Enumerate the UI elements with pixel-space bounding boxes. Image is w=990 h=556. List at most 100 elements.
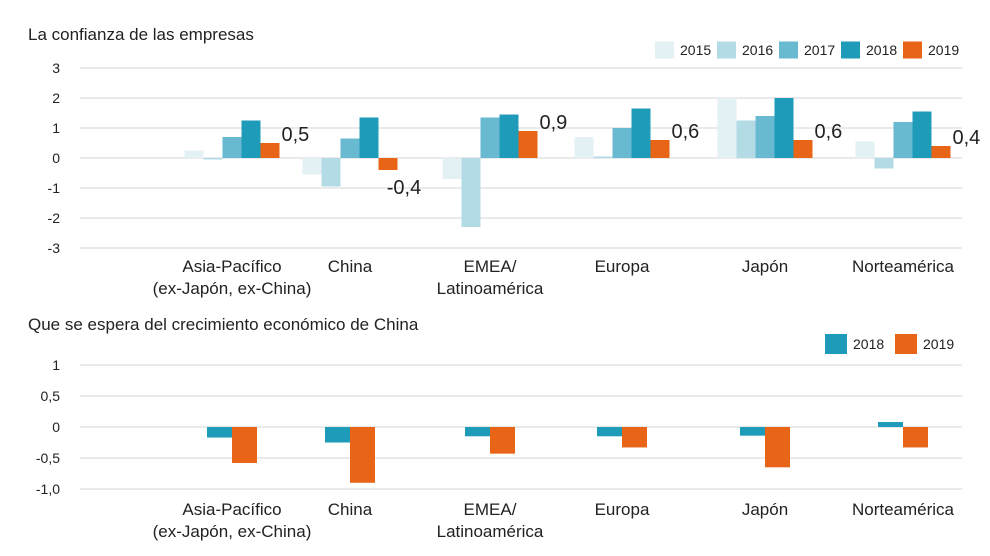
category-label: EMEA/ [464, 257, 517, 276]
chart-title: La confianza de las empresas [28, 25, 254, 44]
bars [207, 422, 928, 483]
bar-2018 [631, 108, 651, 158]
legend-swatch-2015 [655, 41, 674, 59]
category-label: China [328, 257, 373, 276]
bar-2019 [518, 131, 538, 158]
bar-2016 [203, 158, 223, 160]
bar-2019 [903, 427, 928, 448]
legend-label: 2019 [923, 336, 954, 352]
bar-2019 [232, 427, 257, 463]
category-label: EMEA/ [464, 500, 517, 519]
x-axis-categories: Asia-Pacífico (ex-Japón, ex-China) China EM… [153, 500, 955, 541]
category-label: Norteamérica [852, 500, 955, 519]
category-label: Latinoamérica [437, 522, 544, 541]
category-label: China [328, 500, 373, 519]
data-label: 0,5 [282, 124, 310, 146]
bar-2017 [893, 122, 913, 158]
y-tick-label: -1,0 [36, 481, 60, 497]
gridlines [80, 364, 962, 490]
legend-swatch-2019 [903, 41, 922, 59]
bar-2015 [302, 158, 322, 175]
bar-2018 [325, 427, 350, 443]
legend-label: 2019 [928, 42, 959, 58]
y-tick-label: -0,5 [36, 450, 60, 466]
y-tick-label: 2 [52, 90, 60, 106]
data-label: 0,9 [540, 112, 568, 134]
bar-2017 [755, 116, 775, 158]
bar-2018 [207, 427, 232, 438]
bar-2019 [793, 140, 813, 158]
y-tick-label: -2 [48, 210, 61, 226]
category-label: Japón [742, 257, 788, 276]
category-label: Asia-Pacífico [182, 500, 281, 519]
bar-2017 [612, 128, 632, 158]
category-label: (ex-Japón, ex-China) [153, 522, 312, 541]
bar-2018 [878, 422, 903, 427]
data-label: 0,6 [815, 121, 843, 143]
legend-label: 2018 [866, 42, 897, 58]
x-axis-categories: Asia-Pacífico (ex-Japón, ex-China) China EM… [153, 257, 955, 298]
bar-2015 [442, 158, 462, 179]
bar-2015 [855, 141, 875, 158]
bar-2017 [340, 138, 360, 158]
legend-label: 2015 [680, 42, 711, 58]
data-label: 0,4 [953, 127, 981, 149]
bars [184, 98, 951, 227]
bar-2019 [650, 140, 670, 158]
chart-title: Que se espera del crecimiento económico … [28, 315, 419, 334]
bar-2019 [378, 158, 398, 170]
bar-2016 [461, 158, 481, 227]
bar-2016 [874, 158, 894, 169]
bar-2018 [912, 111, 932, 158]
bar-2018 [499, 114, 519, 158]
category-label: Japón [742, 500, 788, 519]
bar-2018 [774, 98, 794, 158]
y-tick-label: -1 [48, 180, 61, 196]
bar-2019 [490, 427, 515, 454]
legend-label: 2017 [804, 42, 835, 58]
y-tick-label: -3 [48, 240, 61, 256]
legend: 2015 2016 2017 2018 2019 [655, 41, 959, 59]
bar-2015 [717, 98, 737, 158]
bar-2017 [222, 137, 242, 158]
bar-2018 [740, 427, 765, 436]
legend: 2018 2019 [825, 334, 954, 354]
category-label: Asia-Pacífico [182, 257, 281, 276]
category-label: Norteamérica [852, 257, 955, 276]
bar-2019 [931, 146, 951, 158]
y-tick-label: 0,5 [41, 388, 61, 404]
y-tick-label: 1 [52, 120, 60, 136]
data-label: -0,4 [387, 177, 421, 199]
bar-2015 [574, 137, 594, 158]
category-label: Europa [595, 500, 650, 519]
bar-2019 [260, 143, 280, 158]
y-tick-label: 0 [52, 419, 60, 435]
y-tick-label: 3 [52, 60, 60, 76]
bar-2018 [241, 120, 261, 158]
y-axis-ticks: 3 2 1 0 -1 -2 -3 [48, 60, 61, 256]
bar-2019 [350, 427, 375, 483]
category-label: Europa [595, 257, 650, 276]
legend-swatch-2018 [841, 41, 860, 59]
y-tick-label: 1 [52, 357, 60, 373]
y-axis-ticks: 1 0,5 0 -0,5 -1,0 [36, 357, 60, 497]
bar-2016 [736, 120, 756, 158]
legend-label: 2018 [853, 336, 884, 352]
bar-2019 [622, 427, 647, 448]
legend-label: 2016 [742, 42, 773, 58]
category-label: (ex-Japón, ex-China) [153, 279, 312, 298]
y-tick-label: 0 [52, 150, 60, 166]
bar-2018 [597, 427, 622, 437]
legend-swatch-2018 [825, 334, 847, 354]
bar-2015 [184, 150, 204, 158]
category-label: Latinoamérica [437, 279, 544, 298]
legend-swatch-2017 [779, 41, 798, 59]
data-label: 0,6 [672, 121, 700, 143]
bar-2019 [765, 427, 790, 468]
data-labels: 0,5 -0,4 0,9 0,6 0,6 0,4 [282, 112, 981, 199]
bar-2018 [465, 427, 490, 437]
legend-swatch-2016 [717, 41, 736, 59]
bar-2016 [593, 156, 613, 158]
legend-swatch-2019 [895, 334, 917, 354]
